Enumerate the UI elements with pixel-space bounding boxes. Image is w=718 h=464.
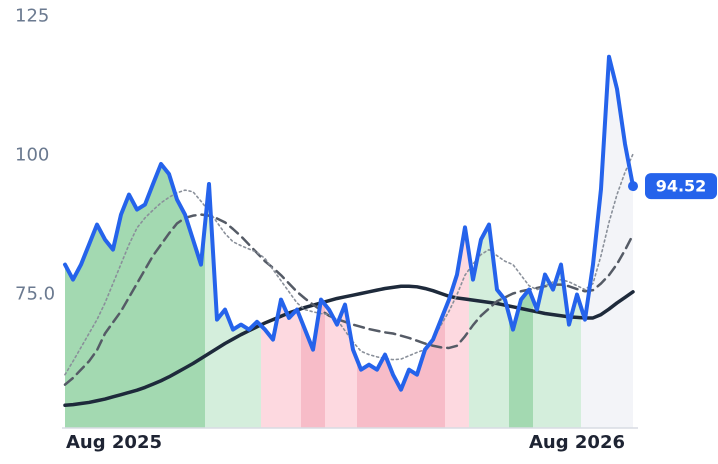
x-tick-label: Aug 2025 [66,432,162,453]
bands [65,56,633,428]
y-tick-label: 125 [15,6,49,27]
regime-band [325,56,357,428]
y-tick-label: 75.0 [15,284,55,305]
regime-band [469,56,509,428]
last-point [628,181,638,192]
moving-average-line [63,284,635,407]
lines [63,54,635,407]
regime-band [261,56,301,428]
last-value-badge [645,173,717,200]
regime-band [509,56,533,428]
regime-band [205,56,261,428]
regime-band [445,56,469,428]
regime-band [301,56,325,428]
x-tick-label: Aug 2026 [529,432,625,453]
regime-band [533,56,581,428]
last-value-label: 94.52 [656,177,707,196]
y-tick-label: 100 [15,145,49,166]
price-line [63,54,635,392]
